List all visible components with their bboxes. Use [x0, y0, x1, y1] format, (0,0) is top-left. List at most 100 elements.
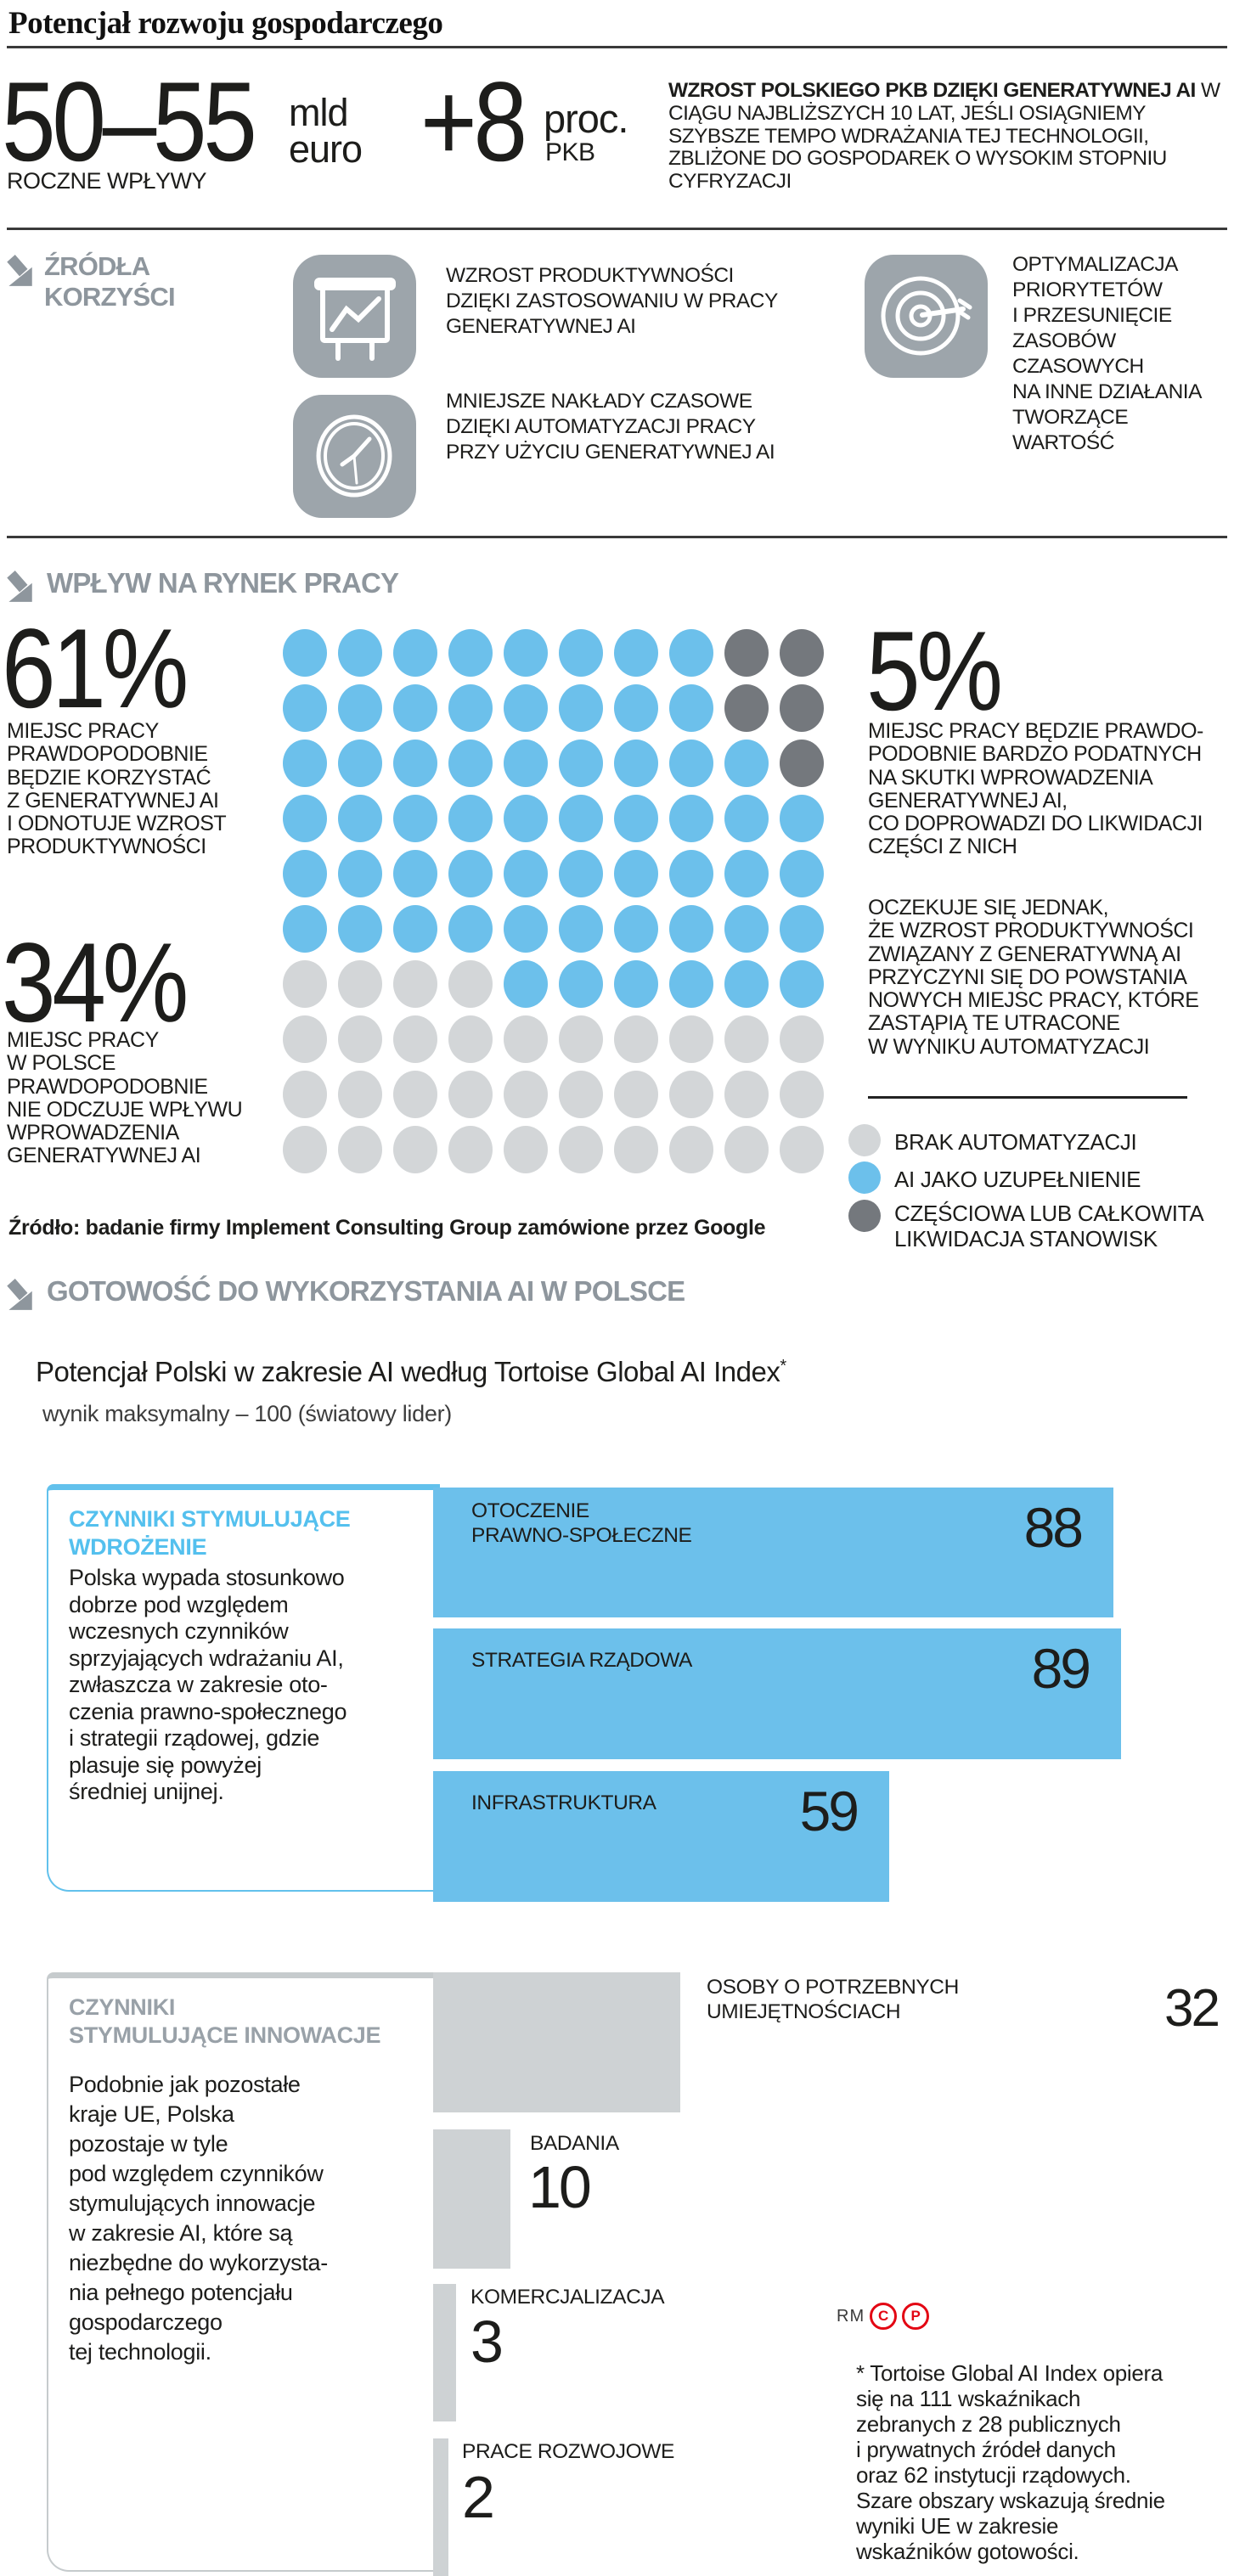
adoption-bars: OTOCZENIE PRAWNO-SPOŁECZNE 88 STRATEGIA RZ…: [433, 1488, 1123, 1904]
dot: [614, 1126, 658, 1173]
dot: [669, 629, 713, 677]
dot: [504, 795, 548, 842]
chart-title: Potencjał Polski w zakresie AI według To…: [36, 1356, 786, 1388]
copyright-icon: C: [870, 2303, 898, 2330]
dot: [338, 740, 382, 787]
dot: [669, 795, 713, 842]
stat-annual-value: 50–55: [2, 59, 257, 185]
innovation-box: CZYNNIKI STYMULUJĄCE INNOWACJE Podobnie …: [47, 1972, 440, 2572]
bar-label: INFRASTRUKTURA: [471, 1791, 656, 1814]
dot: [614, 629, 658, 677]
dot: [559, 1126, 603, 1173]
bar: INFRASTRUKTURA 59: [433, 1771, 889, 1902]
dot: [614, 795, 658, 842]
chart-subtitle: wynik maksymalny – 100 (światowy lider): [42, 1401, 452, 1426]
clock-icon: [293, 395, 416, 518]
dot: [614, 1015, 658, 1063]
stat-61-value: 61%: [2, 606, 189, 732]
dot: [393, 1015, 437, 1063]
dot: [393, 740, 437, 787]
dot: [504, 850, 548, 897]
dot: [780, 1126, 824, 1173]
dot: [780, 1015, 824, 1063]
page-title: Potencjał rozwoju gospodarczego: [8, 6, 443, 41]
dot: [283, 1126, 327, 1173]
dot: [780, 740, 824, 787]
dot: [669, 1071, 713, 1118]
dot: [559, 960, 603, 1008]
dot: [448, 905, 493, 953]
dot: [393, 1071, 437, 1118]
innovation-box-title: CZYNNIKI STYMULUJĄCE INNOWACJE: [69, 1994, 381, 2048]
labor-source: Źródło: badanie firmy Implement Consulti…: [8, 1216, 766, 1240]
dot: [448, 740, 493, 787]
dot: [780, 629, 824, 677]
legend-swatch-dark: [848, 1200, 881, 1232]
dot: [559, 795, 603, 842]
dot: [504, 905, 548, 953]
legend-swatch-blue: [848, 1161, 881, 1194]
dot: [504, 629, 548, 677]
dot: [669, 960, 713, 1008]
stat-gdp-sub: PKB: [545, 138, 595, 166]
bar: [433, 2284, 456, 2421]
dot: [393, 684, 437, 732]
stat-annual-unit: mld euro: [289, 91, 363, 171]
bar-label: PRACE ROZWOJOWE: [462, 2440, 674, 2463]
dot: [338, 1071, 382, 1118]
dot: [780, 960, 824, 1008]
dot: [448, 629, 493, 677]
benefit-text-priorities: OPTYMALIZACJA PRIORYTETÓW I PRZESUNIĘCIE…: [1012, 253, 1202, 454]
bar-label: STRATEGIA RZĄDOWA: [471, 1649, 692, 1672]
dot: [338, 1126, 382, 1173]
chart-title-note-mark: *: [780, 1357, 786, 1375]
divider-1: [7, 228, 1227, 230]
dot: [724, 684, 769, 732]
dot: [559, 740, 603, 787]
dot: [724, 850, 769, 897]
dot: [559, 1015, 603, 1063]
bar: [433, 2129, 510, 2269]
bar-label: OTOCZENIE PRAWNO-SPOŁECZNE: [471, 1499, 692, 1547]
stat-34-text: MIEJSC PRACY W POLSCE PRAWDOPODOBNIE NIE…: [7, 1028, 243, 1168]
dot: [559, 629, 603, 677]
labor-expectation: OCZEKUJE SIĘ JEDNAK, ŻE WZROST PRODUKTYW…: [868, 896, 1199, 1059]
dot: [724, 905, 769, 953]
stat-annual-label: ROCZNE WPŁYWY: [7, 168, 207, 194]
stat-5-value: 5%: [866, 609, 1003, 734]
dot: [393, 905, 437, 953]
dot: [614, 850, 658, 897]
dot: [338, 1015, 382, 1063]
dot: [448, 1071, 493, 1118]
bar: [433, 2438, 448, 2576]
dot: [448, 850, 493, 897]
stat-61-text: MIEJSC PRACY PRAWDOPODOBNIE BĘDZIE KORZY…: [7, 719, 227, 859]
stat-5-text: MIEJSC PRACY BĘDZIE PRAWDO- PODOBNIE BAR…: [868, 719, 1203, 859]
presentation-chart-icon: [293, 255, 416, 378]
adoption-box-title: CZYNNIKI STYMULUJĄCE WDROŻENIE: [69, 1506, 351, 1560]
dot: [559, 684, 603, 732]
dot: [338, 629, 382, 677]
target-icon: [865, 255, 988, 378]
bar-value: 88: [1023, 1496, 1084, 1559]
legend-label: BRAK AUTOMATYZACJI: [894, 1129, 1137, 1155]
dot: [614, 740, 658, 787]
dot: [669, 1015, 713, 1063]
dot: [504, 1126, 548, 1173]
dot: [338, 795, 382, 842]
dot: [780, 850, 824, 897]
dot: [393, 850, 437, 897]
bar-value: 59: [799, 1780, 859, 1842]
adoption-box: CZYNNIKI STYMULUJĄCE WDROŻENIE Polska wy…: [47, 1484, 440, 1892]
stat-gdp-unit: proc.: [544, 96, 628, 141]
dot: [448, 1126, 493, 1173]
bar-label: KOMERCJALIZACJA: [470, 2286, 665, 2309]
dot: [724, 960, 769, 1008]
dot: [448, 1015, 493, 1063]
dot: [393, 960, 437, 1008]
dot: [338, 850, 382, 897]
dot: [724, 629, 769, 677]
bar-value: 3: [470, 2309, 504, 2375]
dot: [393, 795, 437, 842]
